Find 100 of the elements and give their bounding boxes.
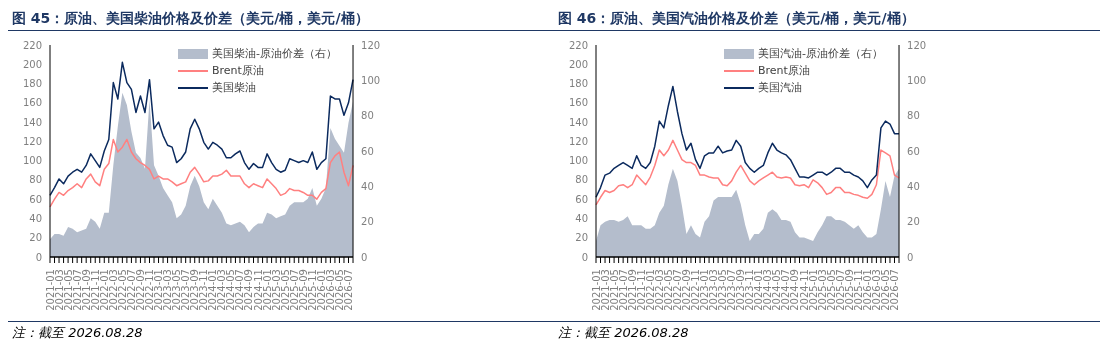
y-tick-label: 200 [568, 58, 588, 70]
x-tick-label: 2026-01 [315, 269, 327, 311]
x-tick-label: 2025-09 [843, 269, 855, 311]
x-tick-label: 2022-11 [690, 269, 701, 311]
x-tick-label: 2025-03 [816, 269, 828, 311]
x-tick-label: 2024-09 [243, 269, 255, 311]
y2-tick-label: 60 [361, 145, 374, 157]
x-tick-label: 2025-01 [807, 269, 819, 311]
x-tick-label: 2022-09 [680, 269, 692, 311]
y-tick-label: 140 [568, 116, 588, 128]
y2-tick-label: 80 [361, 110, 374, 122]
x-tick-label: 2025-05 [279, 269, 291, 311]
x-tick-label: 2022-05 [116, 269, 128, 311]
y-tick-label: 160 [22, 97, 42, 109]
x-tick-label: 2021-09 [626, 269, 638, 311]
y2-tick-label: 40 [907, 180, 920, 192]
x-tick-label: 2023-11 [744, 269, 756, 311]
x-tick-label: 2024-11 [252, 269, 264, 311]
x-tick-label: 2024-03 [762, 269, 774, 311]
y-tick-label: 80 [575, 174, 588, 186]
x-tick-label: 2021-07 [71, 269, 83, 311]
x-tick-label: 2022-07 [671, 269, 683, 311]
x-tick-label: 2023-09 [735, 269, 747, 311]
x-tick-label: 2023-09 [189, 269, 201, 311]
x-tick-label: 2026-05 [333, 269, 345, 311]
chart-title: 图 46：原油、美国汽油价格及价差（美元/桶，美元/桶） [554, 8, 1100, 31]
y-tick-label: 40 [29, 213, 42, 224]
y-tick-label: 80 [29, 174, 42, 186]
x-tick-label: 2025-03 [270, 269, 282, 311]
x-tick-label: 2024-07 [234, 269, 246, 311]
x-tick-label: 2021-07 [617, 269, 629, 311]
x-tick-label: 2023-07 [180, 269, 192, 311]
x-tick-label: 2025-11 [306, 269, 318, 311]
x-tick-label: 2022-11 [144, 269, 155, 311]
y-tick-label: 160 [568, 97, 588, 109]
x-tick-label: 2023-01 [153, 269, 165, 311]
x-tick-label: 2021-01 [44, 269, 56, 311]
y2-tick-label: 20 [361, 216, 374, 228]
legend-label: Brent原油 [758, 63, 810, 79]
y2-tick-label: 80 [907, 110, 920, 122]
y-tick-label: 100 [568, 155, 588, 167]
y2-tick-label: 100 [361, 74, 381, 86]
legend-label: 美国汽油-原油价差（右） [758, 46, 883, 62]
x-tick-label: 2023-03 [162, 269, 174, 311]
x-tick-label: 2024-07 [780, 269, 792, 311]
y2-tick-label: 120 [361, 39, 381, 51]
y-tick-label: 60 [29, 193, 42, 205]
y-tick-label: 40 [575, 213, 588, 224]
x-tick-label: 2025-07 [834, 269, 846, 311]
x-tick-label: 2021-03 [53, 269, 65, 311]
legend-label: 美国柴油 [212, 80, 256, 96]
y-tick-label: 180 [22, 78, 42, 90]
x-tick-label: 2025-07 [288, 269, 300, 311]
x-tick-label: 2021-05 [608, 269, 620, 311]
x-tick-label: 2021-11 [89, 269, 101, 311]
x-tick-label: 2026-07 [888, 269, 900, 311]
x-tick-label: 2026-03 [870, 269, 882, 311]
legend-label: Brent原油 [212, 63, 264, 79]
x-tick-label: 2021-09 [80, 269, 92, 311]
x-tick-label: 2022-09 [134, 269, 146, 311]
x-tick-label: 2025-05 [825, 269, 837, 311]
x-tick-label: 2022-01 [98, 269, 110, 311]
text: 注：截至 2026.08.28 [8, 321, 554, 342]
y-tick-label: 120 [22, 135, 42, 147]
x-tick-label: 2024-05 [771, 269, 783, 311]
x-tick-label: 2022-07 [125, 269, 137, 311]
y-tick-label: 60 [575, 193, 588, 205]
y-tick-label: 20 [575, 232, 588, 244]
x-tick-label: 2026-05 [879, 269, 891, 311]
x-tick-label: 2021-05 [62, 269, 74, 311]
y2-tick-label: 120 [907, 39, 927, 51]
y-tick-label: 220 [568, 39, 588, 51]
y-tick-label: 140 [22, 116, 42, 128]
x-tick-label: 2023-01 [699, 269, 711, 311]
chart-title: 图 45：原油、美国柴油价格及价差（美元/桶，美元/桶） [8, 8, 554, 31]
x-tick-label: 2021-03 [599, 269, 611, 311]
x-tick-label: 2026-07 [342, 269, 354, 311]
x-tick-label: 2024-09 [789, 269, 801, 311]
y-tick-label: 200 [22, 58, 42, 70]
y2-tick-label: 60 [907, 145, 920, 157]
x-tick-label: 2023-05 [717, 269, 729, 311]
x-tick-label: 2026-03 [324, 269, 336, 311]
y2-tick-label: 0 [907, 251, 914, 263]
y2-tick-label: 40 [361, 180, 374, 192]
y-tick-label: 220 [22, 39, 42, 51]
y2-tick-label: 20 [907, 216, 920, 228]
x-tick-label: 2024-01 [753, 269, 765, 311]
x-tick-label: 2024-05 [225, 269, 237, 311]
legend-label: 美国柴油-原油价差（右） [212, 46, 337, 62]
x-tick-label: 2022-03 [653, 269, 665, 311]
x-tick-label: 2024-01 [207, 269, 219, 311]
y-tick-label: 180 [568, 78, 588, 90]
y2-tick-label: 0 [361, 251, 368, 263]
text: 注：截至 2026.08.28 [554, 321, 1100, 342]
x-tick-label: 2025-09 [297, 269, 309, 311]
x-tick-label: 2022-01 [644, 269, 656, 311]
x-tick-label: 2023-03 [708, 269, 720, 311]
x-tick-label: 2021-01 [590, 269, 602, 311]
legend-label: 美国汽油 [758, 80, 802, 96]
y-tick-label: 120 [568, 135, 588, 147]
